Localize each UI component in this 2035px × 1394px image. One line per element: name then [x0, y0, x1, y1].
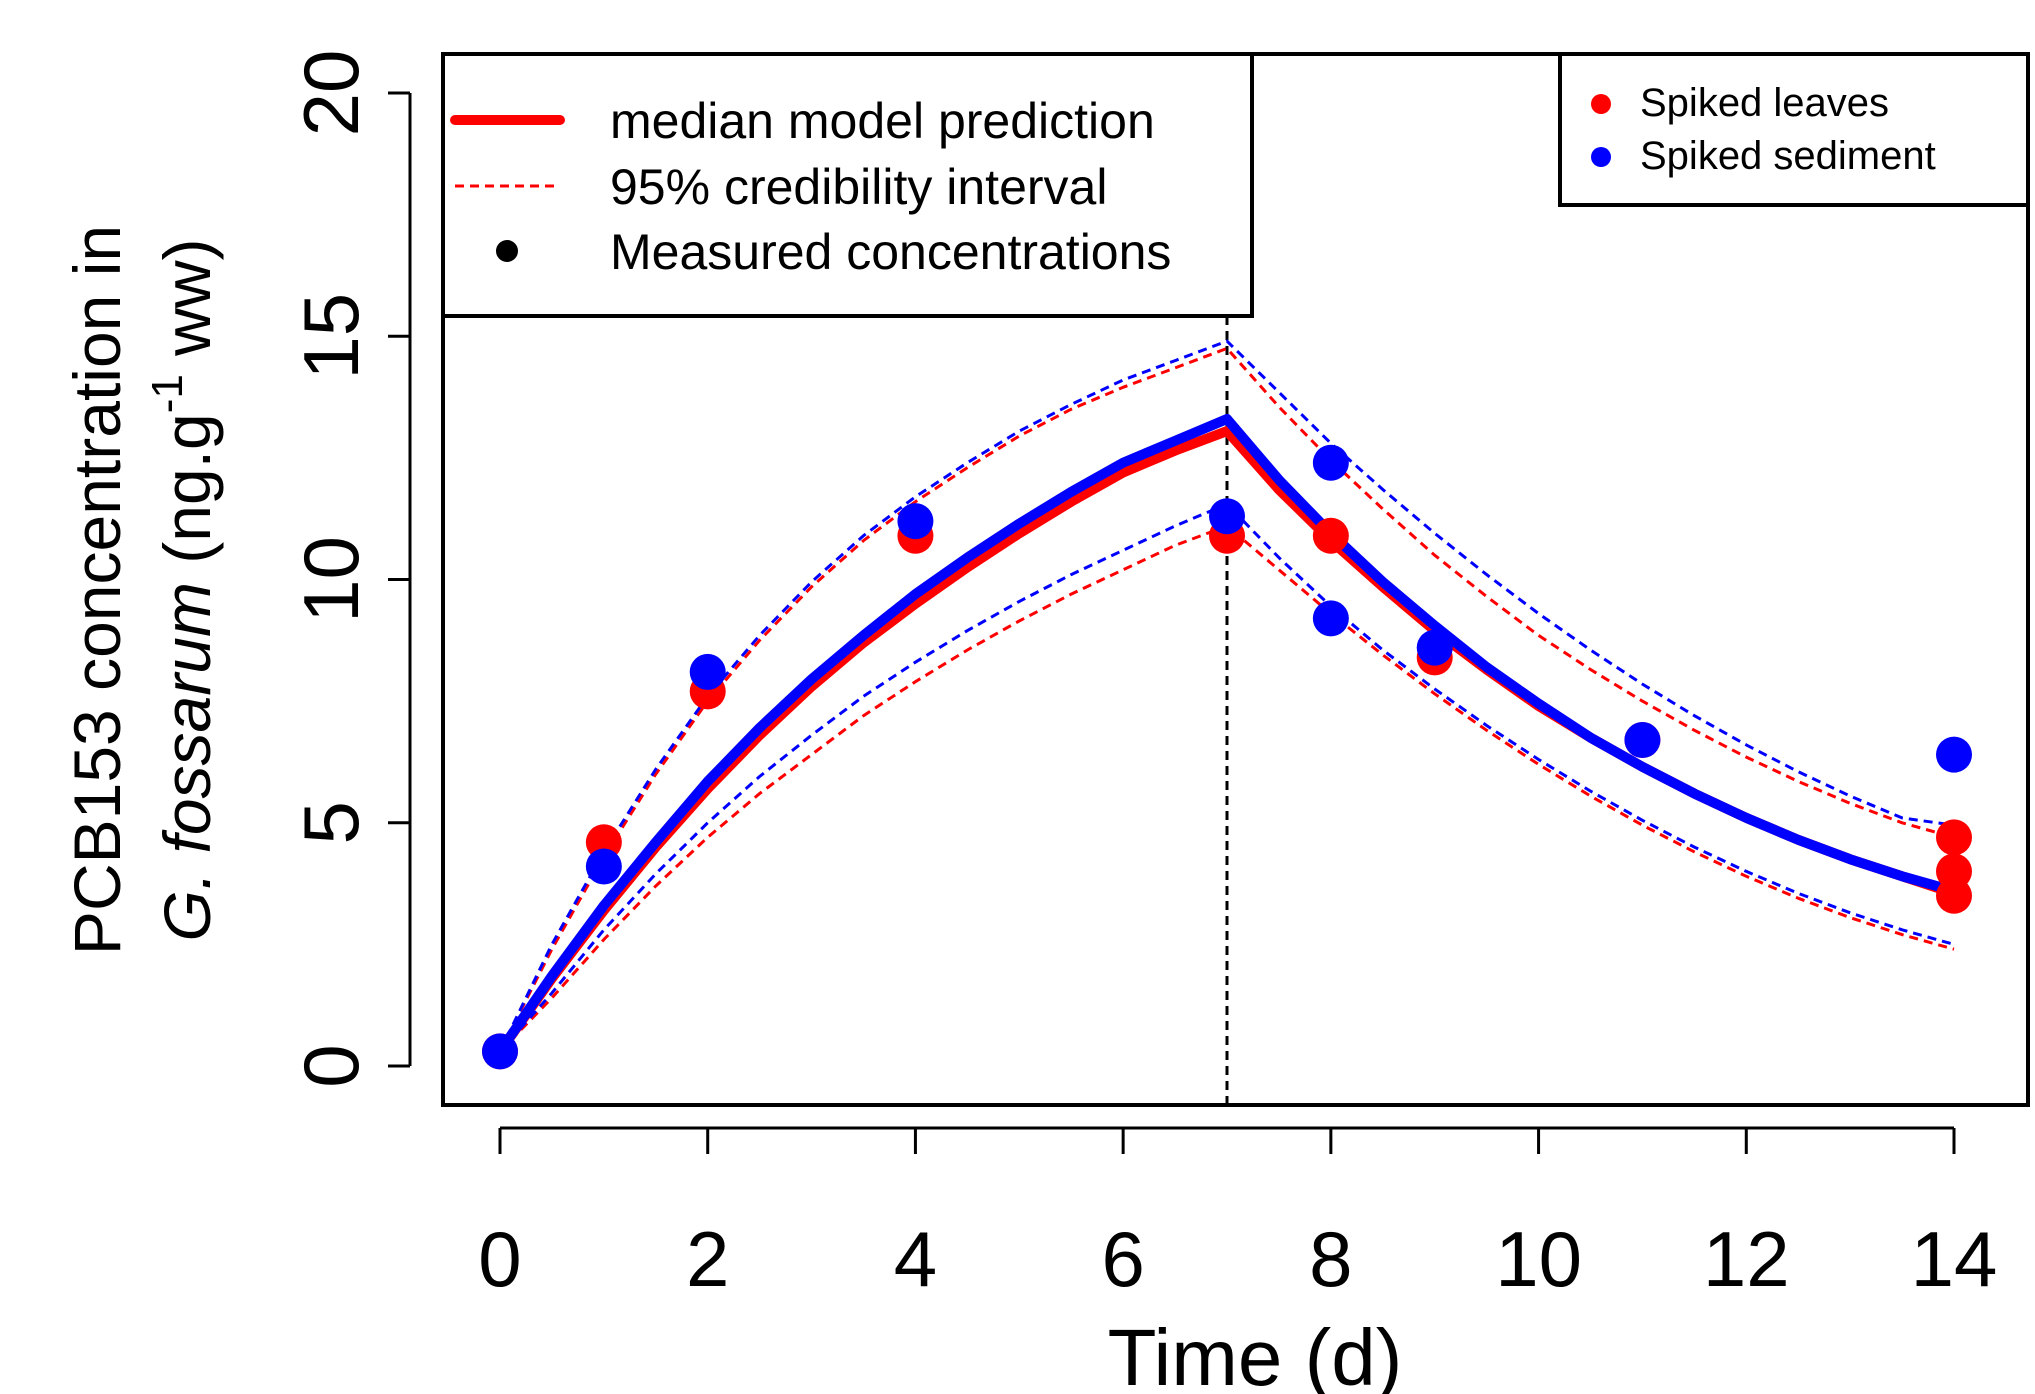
- x-tick-label: 8: [1309, 1215, 1352, 1303]
- y-axis-title-unit-close: ww): [150, 239, 224, 375]
- data-point-leaves: [1312, 517, 1349, 554]
- data-point-sediment: [689, 653, 726, 690]
- legend-label-interval: 95% credibility interval: [610, 159, 1107, 215]
- y-tick-label: 0: [287, 1044, 375, 1087]
- data-point-sediment: [482, 1033, 518, 1070]
- y-axis-title-line2: G. fossarum (ng.g-1 ww): [143, 239, 224, 942]
- plot-area: [482, 316, 1972, 1105]
- legend-left-box: [441, 52, 1254, 318]
- y-axis-title-unit-sup: -1: [143, 374, 192, 413]
- x-axis-title: Time (d): [1108, 1313, 1403, 1394]
- data-point-leaves: [1936, 877, 1972, 914]
- x-tick-label: 6: [1101, 1215, 1144, 1303]
- points-sediment: [482, 444, 1972, 1070]
- data-point-sediment: [1416, 629, 1453, 666]
- x-tick-label: 10: [1495, 1215, 1582, 1303]
- legend-swatch-leaves: [1591, 94, 1611, 114]
- series-layer: [482, 339, 1972, 1070]
- legend-right-box: [1558, 52, 2030, 207]
- x-tick-label: 12: [1703, 1215, 1790, 1303]
- legend-label-leaves: Spiked leaves: [1640, 81, 1889, 125]
- data-point-sediment: [585, 848, 622, 885]
- legend-right: Spiked leaves Spiked sediment: [1558, 52, 2030, 207]
- data-point-sediment: [1209, 498, 1245, 535]
- legend-label-measured: Measured concentrations: [610, 224, 1171, 280]
- x-axis: 0 2 4 6 8 10 12 14: [478, 1126, 1998, 1303]
- ci-upper-sediment: [498, 339, 1955, 1053]
- legend-label-sediment: Spiked sediment: [1640, 134, 1936, 178]
- x-tick-label: 14: [1911, 1215, 1998, 1303]
- legend-label-median: median model prediction: [610, 93, 1155, 149]
- x-tick-label: 2: [686, 1215, 729, 1303]
- data-point-sediment: [1936, 736, 1972, 773]
- y-tick-label: 20: [287, 50, 375, 137]
- y-axis-title-line1: PCB153 concentration in: [60, 225, 134, 955]
- x-tick-label: 0: [478, 1215, 521, 1303]
- data-point-sediment: [1312, 600, 1349, 637]
- data-point-sediment: [1624, 722, 1661, 759]
- y-axis-title-species: G. fossarum: [150, 582, 224, 941]
- data-point-leaves: [1936, 819, 1972, 856]
- y-axis-title-unit-open: (ng.g: [150, 413, 224, 582]
- legend-swatch-sediment: [1591, 147, 1611, 167]
- ci-upper-leaves: [498, 346, 1955, 1053]
- x-tick-label: 4: [894, 1215, 937, 1303]
- median-line-sediment: [495, 414, 1959, 1057]
- legend-swatch-point: [496, 240, 518, 262]
- y-axis: 0 5 10 15 20: [287, 50, 412, 1088]
- data-point-sediment: [897, 503, 934, 540]
- y-tick-label: 5: [287, 801, 375, 844]
- legend-left: median model prediction 95% credibility …: [441, 52, 1254, 318]
- y-tick-label: 15: [287, 293, 375, 380]
- y-tick-label: 10: [287, 536, 375, 623]
- data-point-sediment: [1312, 444, 1349, 481]
